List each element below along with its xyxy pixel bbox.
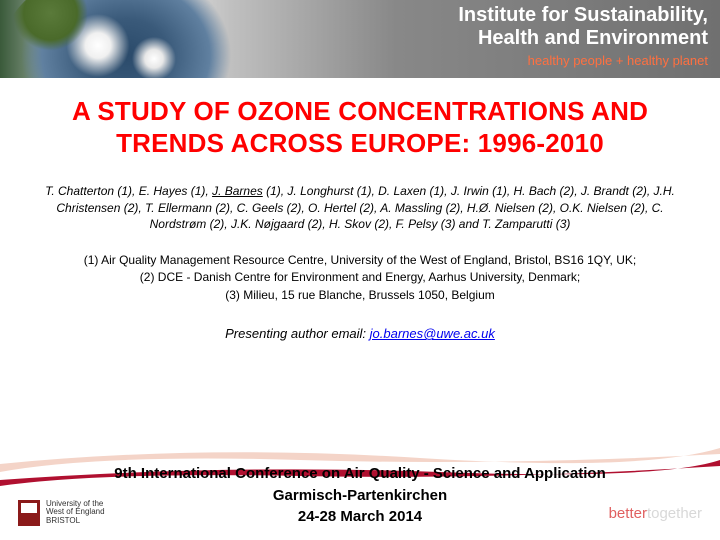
header-text-block: Institute for Sustainability, Health and… bbox=[458, 4, 708, 68]
conference-location: Garmisch-Partenkirchen bbox=[0, 485, 720, 507]
presenter-email-line: Presenting author email: jo.barnes@uwe.a… bbox=[26, 326, 694, 341]
email-label: Presenting author email: bbox=[225, 326, 370, 341]
presenting-author: J. Barnes bbox=[212, 184, 263, 198]
uni-text-3: BRISTOL bbox=[46, 517, 105, 526]
institute-line1: Institute for Sustainability, bbox=[458, 4, 708, 27]
university-logo: University of the West of England BRISTO… bbox=[18, 500, 105, 526]
affiliation-3: (3) Milieu, 15 rue Blanche, Brussels 105… bbox=[30, 287, 690, 304]
university-logo-text: University of the West of England BRISTO… bbox=[46, 500, 105, 526]
presenter-email-link[interactable]: jo.barnes@uwe.ac.uk bbox=[370, 326, 495, 341]
conference-title: 9th International Conference on Air Qual… bbox=[0, 463, 720, 485]
university-crest-icon bbox=[18, 500, 40, 526]
better-part1: better bbox=[609, 505, 647, 522]
authors-before: T. Chatterton (1), E. Hayes (1), bbox=[45, 184, 212, 198]
institute-line2: Health and Environment bbox=[458, 27, 708, 50]
main-content: A STUDY OF OZONE CONCENTRATIONS AND TREN… bbox=[0, 78, 720, 341]
author-list: T. Chatterton (1), E. Hayes (1), J. Barn… bbox=[26, 183, 694, 232]
header-banner: Institute for Sustainability, Health and… bbox=[0, 0, 720, 78]
affiliations: (1) Air Quality Management Resource Cent… bbox=[26, 252, 694, 304]
better-part2: together bbox=[647, 505, 702, 522]
affiliation-2: (2) DCE - Danish Centre for Environment … bbox=[30, 269, 690, 286]
affiliation-1: (1) Air Quality Management Resource Cent… bbox=[30, 252, 690, 269]
earth-graphic bbox=[0, 0, 280, 78]
header-tagline: healthy people + healthy planet bbox=[458, 53, 708, 68]
better-together-tagline: bettertogether bbox=[609, 505, 702, 522]
slide-title: A STUDY OF OZONE CONCENTRATIONS AND TREN… bbox=[26, 96, 694, 159]
